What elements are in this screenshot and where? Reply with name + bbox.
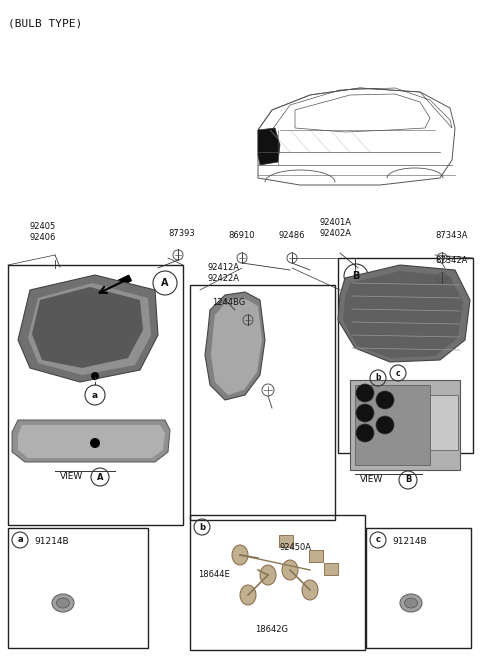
Text: 87393: 87393 — [168, 229, 195, 238]
Text: (BULB TYPE): (BULB TYPE) — [8, 18, 82, 28]
Polygon shape — [18, 425, 165, 458]
Text: 1244BG: 1244BG — [212, 298, 245, 307]
Text: 91214B: 91214B — [392, 537, 427, 546]
Polygon shape — [343, 271, 463, 358]
Text: 92405
92406: 92405 92406 — [30, 222, 56, 242]
Ellipse shape — [282, 560, 298, 580]
Ellipse shape — [405, 598, 418, 608]
FancyArrow shape — [383, 287, 421, 306]
Polygon shape — [18, 275, 158, 382]
Text: 92486: 92486 — [279, 231, 305, 240]
Bar — [8, 265, 183, 525]
Circle shape — [356, 384, 374, 402]
Bar — [350, 380, 460, 470]
Text: 92401A
92402A: 92401A 92402A — [320, 218, 352, 238]
Bar — [366, 528, 471, 648]
Ellipse shape — [232, 545, 248, 565]
Polygon shape — [28, 283, 151, 375]
Text: 91214B: 91214B — [34, 537, 69, 546]
Ellipse shape — [400, 594, 422, 612]
Polygon shape — [211, 298, 262, 395]
Text: 92450A: 92450A — [280, 543, 312, 552]
Bar — [338, 258, 473, 453]
Text: B: B — [352, 271, 360, 281]
Polygon shape — [32, 287, 143, 368]
Bar — [309, 550, 323, 562]
Text: a: a — [92, 390, 98, 400]
Bar — [8, 528, 148, 648]
Text: A: A — [161, 278, 169, 288]
Circle shape — [356, 424, 374, 442]
FancyArrow shape — [86, 276, 132, 300]
Bar — [324, 563, 338, 575]
Circle shape — [90, 438, 100, 448]
Ellipse shape — [240, 585, 256, 605]
Polygon shape — [258, 128, 280, 165]
Text: 86910: 86910 — [229, 231, 255, 240]
Text: 18644E: 18644E — [198, 570, 230, 579]
Ellipse shape — [57, 598, 70, 608]
Bar — [190, 515, 365, 650]
Polygon shape — [338, 265, 470, 362]
Circle shape — [91, 372, 99, 380]
Text: VIEW: VIEW — [360, 475, 383, 484]
Ellipse shape — [260, 565, 276, 585]
Text: 18642G: 18642G — [255, 625, 288, 634]
Bar — [279, 535, 293, 547]
Polygon shape — [205, 292, 265, 400]
Circle shape — [356, 404, 374, 422]
Bar — [430, 395, 458, 450]
Text: 92412A
92422A: 92412A 92422A — [208, 263, 240, 283]
Text: c: c — [396, 369, 400, 377]
Text: B: B — [405, 476, 411, 485]
Ellipse shape — [302, 580, 318, 600]
Text: b: b — [375, 373, 381, 382]
Bar — [355, 385, 430, 465]
Circle shape — [376, 391, 394, 409]
Text: 87342A: 87342A — [435, 256, 468, 265]
Text: 87343A: 87343A — [435, 231, 468, 240]
Text: VIEW: VIEW — [60, 472, 83, 481]
Text: b: b — [199, 522, 205, 531]
Circle shape — [376, 416, 394, 434]
Text: a: a — [17, 535, 23, 544]
Bar — [190, 285, 335, 520]
Text: c: c — [375, 535, 381, 544]
Polygon shape — [12, 420, 170, 462]
Text: A: A — [97, 472, 103, 482]
Ellipse shape — [52, 594, 74, 612]
